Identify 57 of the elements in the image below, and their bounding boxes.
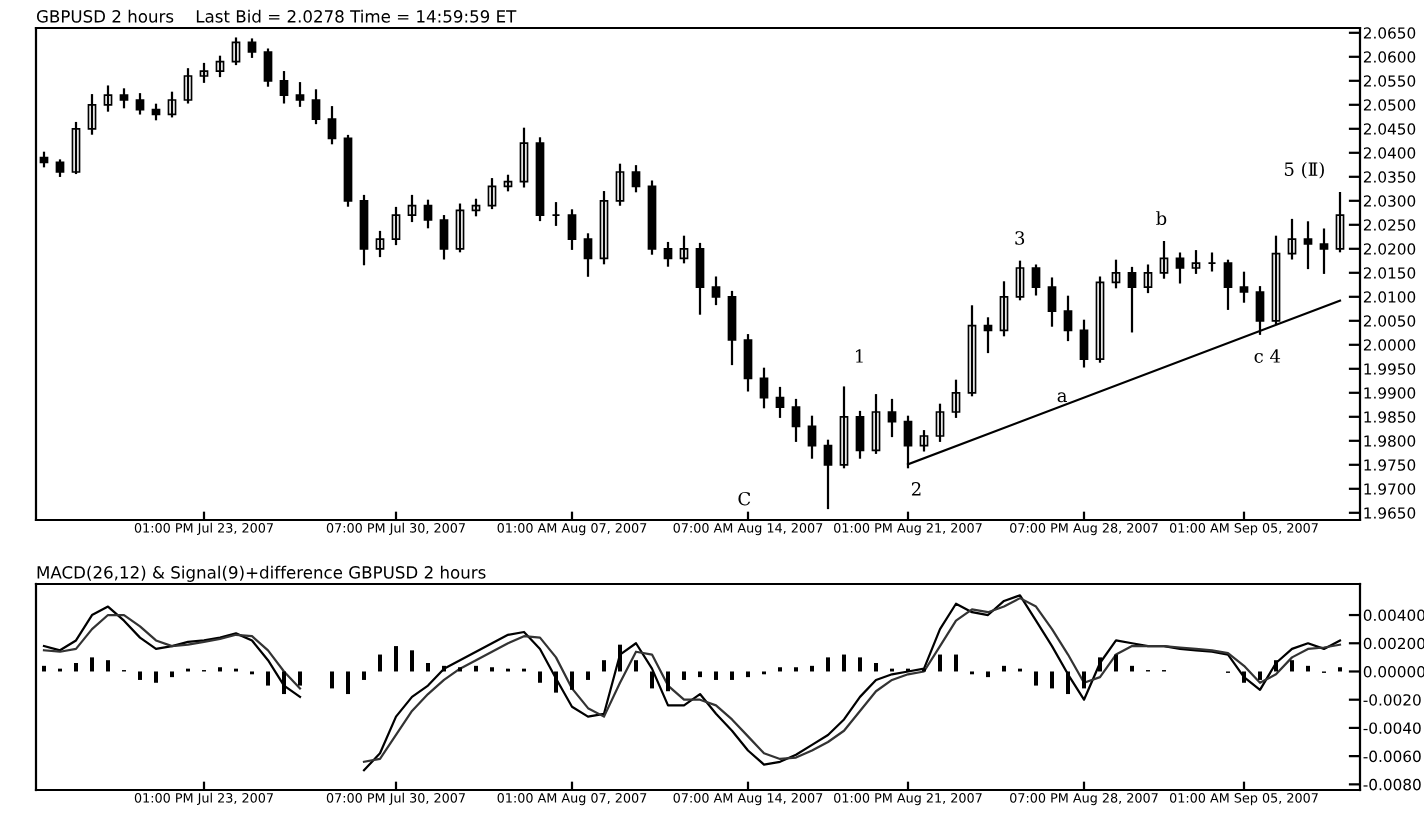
bar	[138, 671, 142, 680]
bar	[570, 671, 574, 690]
bar	[378, 654, 382, 672]
bar	[410, 650, 414, 672]
annotation: a	[1057, 392, 1067, 403]
bar	[730, 671, 734, 680]
annotation: C	[738, 491, 751, 506]
bar	[1082, 671, 1086, 689]
bar	[602, 660, 606, 672]
bar	[1066, 671, 1070, 695]
bar	[858, 657, 862, 672]
chart-title: MACD(26,12) & Signal(9)+difference GBPUSD 2 hours	[37, 565, 486, 582]
bar	[282, 671, 286, 695]
bar	[1242, 671, 1246, 683]
bar	[666, 671, 670, 692]
bar	[154, 671, 158, 683]
bar	[986, 671, 990, 678]
bar	[394, 646, 398, 672]
annotation: 2	[911, 482, 921, 496]
bar	[874, 663, 878, 672]
bar	[682, 671, 686, 680]
annotation: b	[1156, 211, 1167, 226]
bar	[714, 671, 718, 680]
bar	[1114, 654, 1118, 672]
annotation: 5 (Ⅱ)	[1284, 161, 1324, 179]
bar	[106, 660, 110, 672]
bar	[330, 671, 334, 689]
annotation: c 4	[1254, 349, 1281, 363]
bar	[554, 671, 558, 693]
bar	[586, 671, 590, 680]
bar	[650, 671, 654, 689]
bar	[842, 654, 846, 672]
annotation: 3	[1015, 231, 1025, 245]
bar	[746, 671, 750, 678]
annotation: 1	[855, 349, 863, 363]
chart-title: GBPUSD 2 hours Last Bid = 2.0278 Time = 14:59:59 ET	[36, 9, 517, 23]
bar	[538, 671, 542, 683]
bar	[170, 671, 174, 678]
bar	[1050, 671, 1054, 689]
bar	[1258, 671, 1262, 680]
bar	[346, 671, 350, 695]
bar	[74, 663, 78, 672]
bar	[298, 671, 302, 686]
bar	[954, 654, 958, 672]
bar	[426, 663, 430, 672]
bar	[1034, 671, 1038, 686]
bar	[266, 671, 270, 686]
bar	[698, 671, 702, 678]
bar	[362, 671, 366, 680]
bar	[618, 644, 622, 672]
bar	[1274, 660, 1278, 672]
bar	[1290, 660, 1294, 672]
bar	[634, 660, 638, 672]
bar	[90, 657, 94, 672]
bar	[1098, 657, 1102, 672]
bar	[938, 654, 942, 672]
bar	[826, 657, 830, 672]
